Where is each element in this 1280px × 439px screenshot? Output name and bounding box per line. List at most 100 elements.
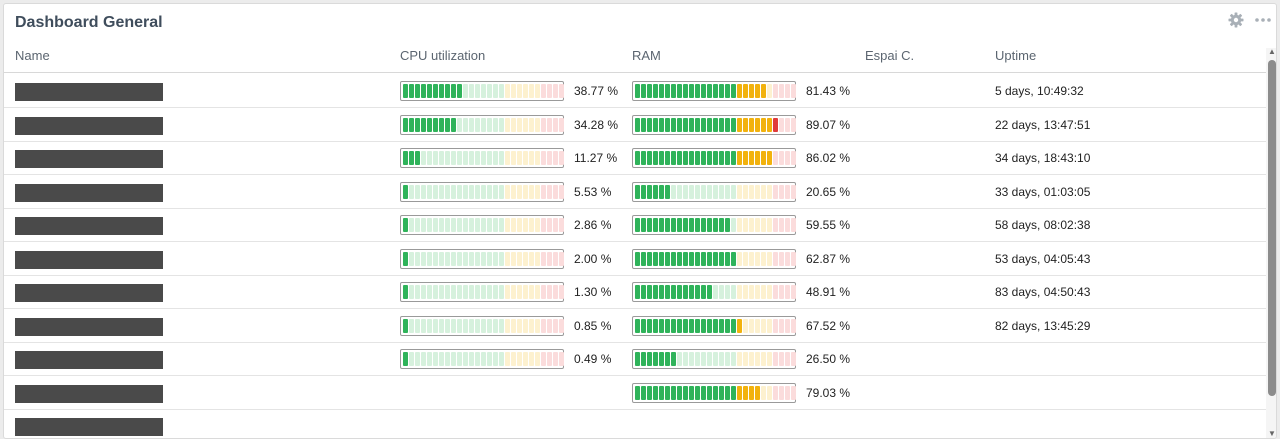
scroll-up-arrow-icon[interactable]: ▲: [1268, 47, 1276, 56]
meter-segment: [469, 352, 474, 366]
table-row[interactable]: [4, 410, 1266, 438]
meter-segment: [785, 386, 790, 400]
meter-segment: [635, 386, 640, 400]
meter-segment: [415, 352, 420, 366]
meter-segment: [535, 151, 540, 165]
meter-segment: [457, 84, 462, 98]
meter-segment: [743, 252, 748, 266]
meter-segment: [743, 84, 748, 98]
meter-segment: [463, 319, 468, 333]
table-row[interactable]: 2.00 % 62.87 % 53 days, 04:05:43: [4, 243, 1266, 276]
meter-segment: [659, 218, 664, 232]
meter-segment: [641, 285, 646, 299]
meter-segment: [433, 285, 438, 299]
meter-segment: [511, 218, 516, 232]
table-row[interactable]: 11.27 % 86.02 % 34 days, 18:43:10: [4, 142, 1266, 175]
meter-segment: [677, 118, 682, 132]
meter-segment: [761, 352, 766, 366]
meter-segment: [403, 84, 408, 98]
meter-segment: [529, 218, 534, 232]
table-row[interactable]: 1.30 % 48.91 % 83 days, 04:50:43: [4, 276, 1266, 309]
meter-segment: [653, 352, 658, 366]
uptime-value: 82 days, 13:45:29: [995, 319, 1091, 333]
meter-segment: [671, 352, 676, 366]
meter-segment: [469, 285, 474, 299]
meter-segment: [701, 218, 706, 232]
meter-segment: [511, 185, 516, 199]
meter-segment: [707, 352, 712, 366]
more-horizontal-icon[interactable]: [1254, 12, 1272, 28]
column-header-disk[interactable]: Espai C.: [865, 48, 915, 63]
column-header-uptime[interactable]: Uptime: [995, 48, 1037, 63]
meter-segment: [647, 285, 652, 299]
meter-segment: [659, 252, 664, 266]
meter-segment: [529, 252, 534, 266]
meter-segment: [499, 185, 504, 199]
vertical-scrollbar[interactable]: ▲ ▼: [1266, 47, 1276, 438]
meter-segment: [647, 84, 652, 98]
meter-segment: [785, 252, 790, 266]
meter-segment: [523, 252, 528, 266]
meter-segment: [791, 118, 796, 132]
meter-segment: [683, 218, 688, 232]
meter-segment: [695, 285, 700, 299]
redacted-name: [15, 284, 163, 302]
meter-segment: [469, 151, 474, 165]
redacted-name: [15, 418, 163, 436]
meter-segment: [541, 352, 546, 366]
meter-segment: [791, 285, 796, 299]
meter-segment: [743, 218, 748, 232]
meter-segment: [641, 252, 646, 266]
ram-meter: [632, 349, 796, 369]
meter-segment: [641, 218, 646, 232]
meter-segment: [553, 218, 558, 232]
meter-segment: [439, 352, 444, 366]
scrollbar-thumb[interactable]: [1268, 60, 1276, 396]
meter-segment: [641, 386, 646, 400]
meter-segment: [403, 252, 408, 266]
meter-segment: [719, 185, 724, 199]
meter-segment: [749, 84, 754, 98]
table-row[interactable]: 0.49 % 26.50 %: [4, 343, 1266, 376]
meter-segment: [559, 118, 564, 132]
meter-segment: [773, 84, 778, 98]
column-header-ram[interactable]: RAM: [632, 48, 661, 63]
table-row[interactable]: 0.85 % 67.52 % 82 days, 13:45:29: [4, 310, 1266, 343]
meter-segment: [421, 185, 426, 199]
scroll-down-arrow-icon[interactable]: ▼: [1268, 429, 1276, 438]
dashboard-widget: Dashboard General Name CPU utilization R…: [3, 3, 1277, 439]
meter-segment: [529, 118, 534, 132]
table-row[interactable]: 5.53 % 20.65 % 33 days, 01:03:05: [4, 176, 1266, 209]
table-row[interactable]: 2.86 % 59.55 % 58 days, 08:02:38: [4, 209, 1266, 242]
meter-segment: [523, 352, 528, 366]
ram-meter: [632, 215, 796, 235]
meter-segment: [421, 151, 426, 165]
ram-percent: 86.02 %: [806, 151, 851, 165]
meter-segment: [517, 252, 522, 266]
meter-segment: [445, 84, 450, 98]
meter-segment: [541, 319, 546, 333]
meter-segment: [469, 185, 474, 199]
gear-icon[interactable]: [1228, 12, 1244, 28]
meter-segment: [725, 319, 730, 333]
column-header-name[interactable]: Name: [15, 48, 50, 63]
meter-segment: [719, 151, 724, 165]
meter-segment: [427, 319, 432, 333]
ram-meter: [632, 249, 796, 269]
column-header-cpu[interactable]: CPU utilization: [400, 48, 486, 63]
meter-segment: [409, 151, 414, 165]
ram-meter: [632, 282, 796, 302]
meter-segment: [653, 185, 658, 199]
meter-segment: [671, 185, 676, 199]
table-row[interactable]: 79.03 %: [4, 377, 1266, 410]
meter-segment: [683, 185, 688, 199]
table-row[interactable]: 38.77 % 81.43 % 5 days, 10:49:32: [4, 75, 1266, 108]
meter-segment: [469, 118, 474, 132]
meter-segment: [493, 218, 498, 232]
meter-segment: [653, 218, 658, 232]
meter-segment: [731, 218, 736, 232]
table-row[interactable]: 34.28 % 89.07 % 22 days, 13:47:51: [4, 109, 1266, 142]
meter-segment: [683, 352, 688, 366]
meter-segment: [481, 118, 486, 132]
meter-segment: [767, 285, 772, 299]
